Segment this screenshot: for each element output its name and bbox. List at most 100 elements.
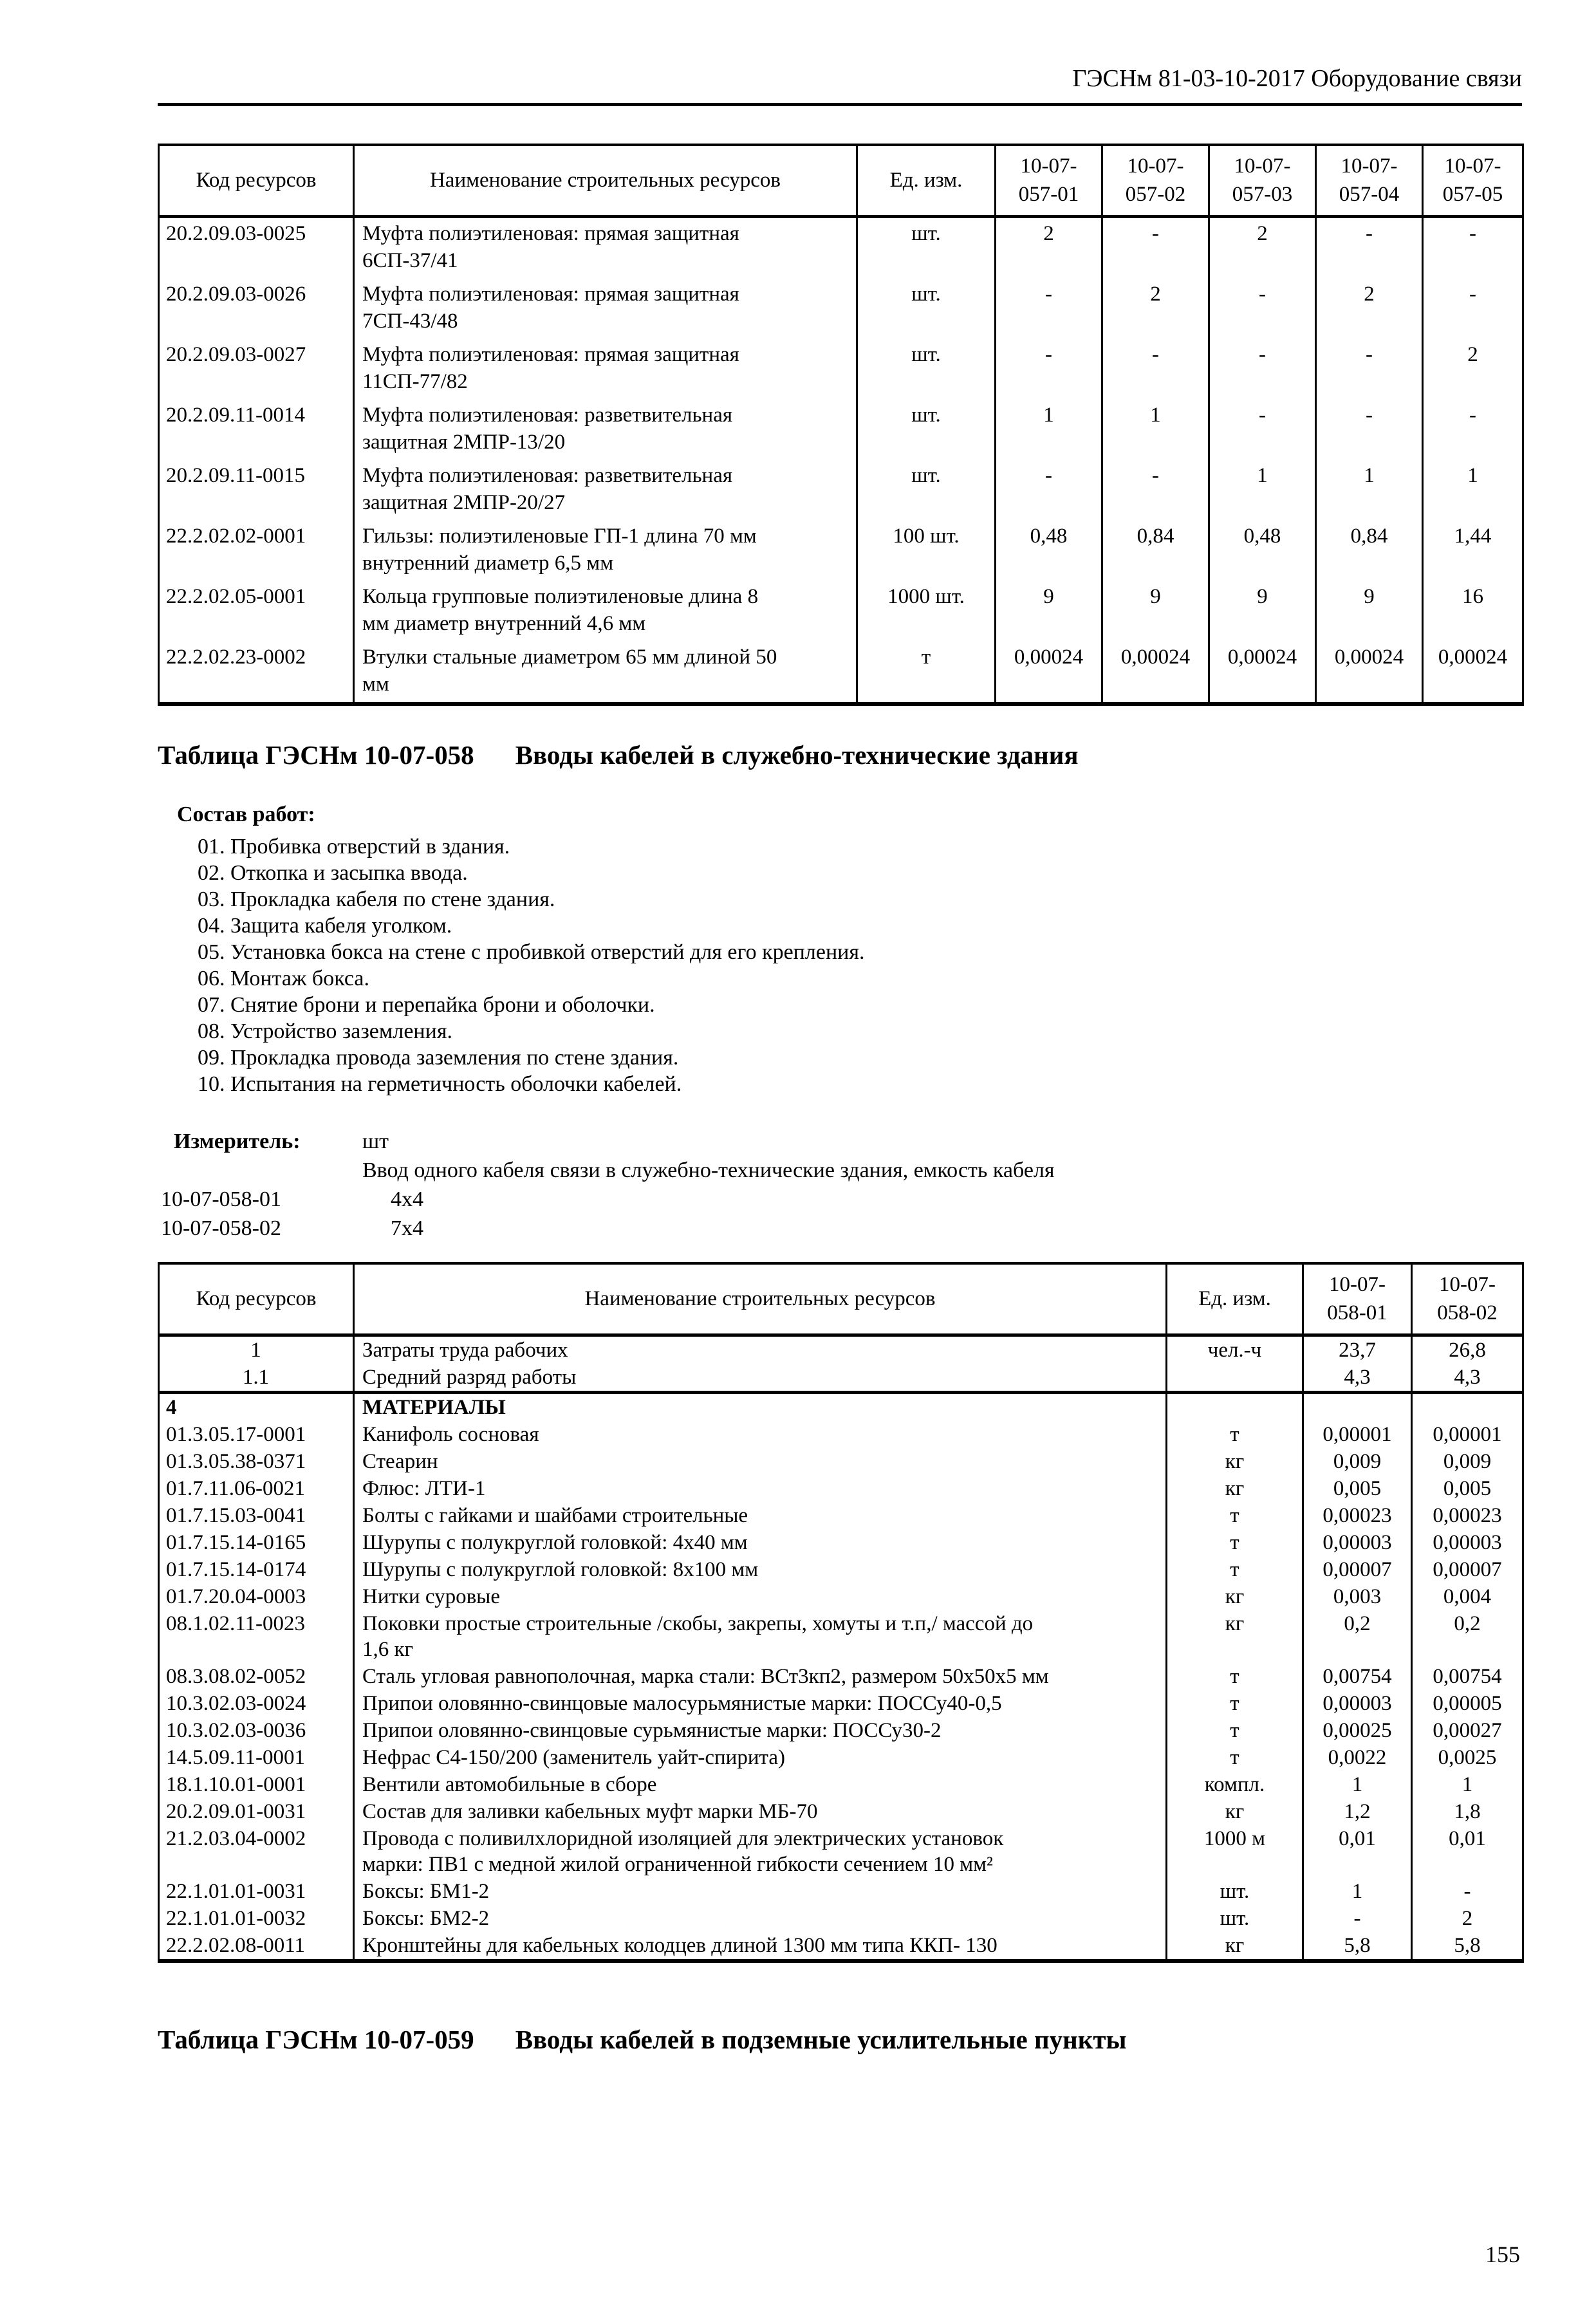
meter-desc: Ввод одного кабеля связи в служебно-техн…: [362, 1158, 1055, 1183]
resource-unit: шт.: [856, 279, 996, 340]
resource-unit: чел.-ч: [1165, 1335, 1304, 1364]
resource-unit: [1165, 1364, 1304, 1393]
resource-name: Муфта полиэтиленовая: прямая защитная 6С…: [353, 216, 858, 279]
table-058-title-label: Таблица ГЭСНм 10-07-058: [158, 740, 474, 770]
table-row: 22.2.02.05-0001 Кольца групповые полиэти…: [158, 581, 1524, 642]
work-item: 06. Монтаж бокса.: [198, 967, 370, 991]
table-row: 01.7.11.06-0021 Флюс: ЛТИ-1 кг 0,005 0,0…: [158, 1475, 1524, 1503]
table-row: 1 Затраты труда рабочих чел.-ч 23,7 26,8: [158, 1335, 1524, 1364]
resource-name: Нефрас С4-150/200 (заменитель уайт-спири…: [353, 1744, 1167, 1772]
resource-name: Шурупы с полукруглой головкой: 4х40 мм: [353, 1529, 1167, 1557]
resource-value-4: 1: [1315, 460, 1424, 521]
resource-code: 01.3.05.17-0001: [158, 1421, 355, 1449]
col-header-name: Наименование строительных ресурсов: [353, 1263, 1167, 1337]
resource-name: Флюс: ЛТИ-1: [353, 1475, 1167, 1503]
resource-value-3: -: [1208, 339, 1317, 400]
work-item: 07. Снятие брони и перепайка брони и обо…: [198, 993, 655, 1017]
resource-value-5: -: [1422, 400, 1524, 461]
resource-value-2: 0,00005: [1411, 1690, 1524, 1718]
resource-table-058-body: 1 Затраты труда рабочих чел.-ч 23,7 26,8…: [158, 1335, 1524, 1962]
running-header: ГЭСНм 81-03-10-2017 Оборудование связи: [158, 64, 1522, 106]
table-row: 21.2.03.04-0002 Провода с поливилхлоридн…: [158, 1825, 1524, 1879]
resource-value-5: 2: [1422, 339, 1524, 400]
resource-code: 4: [158, 1391, 355, 1422]
resource-value-1: 1: [994, 400, 1103, 461]
resource-name: Боксы: БМ1-2: [353, 1878, 1167, 1906]
resource-value-2: [1411, 1391, 1524, 1422]
resource-value-4: 0,00024: [1315, 642, 1424, 705]
table-row: 08.3.08.02-0052 Сталь угловая равнополоч…: [158, 1663, 1524, 1691]
work-item: 02. Откопка и засыпка ввода.: [198, 861, 468, 886]
resource-value-3: 2: [1208, 216, 1317, 279]
resource-value-5: -: [1422, 216, 1524, 279]
resource-code: 22.1.01.01-0031: [158, 1878, 355, 1906]
col-header-058-02: 10-07- 058-02: [1411, 1263, 1524, 1337]
resource-code: 20.2.09.03-0026: [158, 279, 355, 340]
resource-value-5: -: [1422, 279, 1524, 340]
resource-unit: т: [1165, 1502, 1304, 1530]
resource-code: 20.2.09.03-0025: [158, 216, 355, 279]
resource-value-2: 2: [1411, 1905, 1524, 1933]
resource-name: Шурупы с полукруглой головкой: 8х100 мм: [353, 1556, 1167, 1584]
resource-unit: шт.: [856, 400, 996, 461]
resource-unit: т: [1165, 1744, 1304, 1772]
resource-code: 01.7.11.06-0021: [158, 1475, 355, 1503]
resource-name: Затраты труда рабочих: [353, 1335, 1167, 1364]
table-row: 18.1.10.01-0001 Вентили автомобильные в …: [158, 1771, 1524, 1799]
table-row: 01.3.05.38-0371 Стеарин кг 0,009 0,009: [158, 1448, 1524, 1476]
col-header-057-01: 10-07- 057-01: [994, 145, 1103, 219]
table-row: 01.7.15.14-0165 Шурупы с полукруглой гол…: [158, 1529, 1524, 1557]
resource-value-1: 0,00025: [1302, 1717, 1413, 1745]
resource-name: МАТЕРИАЛЫ: [353, 1391, 1167, 1422]
meter-item-value: 7х4: [391, 1216, 423, 1241]
col-header-code: Код ресурсов: [158, 1263, 355, 1337]
resource-name: Вентили автомобильные в сборе: [353, 1771, 1167, 1799]
resource-unit: кг: [1165, 1798, 1304, 1826]
resource-value-1: -: [994, 339, 1103, 400]
table-row: 10.3.02.03-0036 Припои оловянно-свинцовы…: [158, 1717, 1524, 1745]
resource-value-1: 2: [994, 216, 1103, 279]
col-header-057-03: 10-07- 057-03: [1208, 145, 1317, 219]
resource-name: Боксы: БМ2-2: [353, 1905, 1167, 1933]
resource-value-1: 4,3: [1302, 1364, 1413, 1393]
resource-value-2: 0,005: [1411, 1475, 1524, 1503]
resource-value-4: -: [1315, 400, 1424, 461]
resource-value-5: 1,44: [1422, 521, 1524, 582]
resource-value-2: 0,00023: [1411, 1502, 1524, 1530]
resource-unit: компл.: [1165, 1771, 1304, 1799]
resource-value-2: 0,009: [1411, 1448, 1524, 1476]
resource-value-1: 0,00754: [1302, 1663, 1413, 1691]
resource-value-1: 0,005: [1302, 1475, 1413, 1503]
resource-value-2: 0,0025: [1411, 1744, 1524, 1772]
resource-value-1: 23,7: [1302, 1335, 1413, 1364]
resource-name: Кольца групповые полиэтиленовые длина 8 …: [353, 581, 858, 642]
resource-code: 01.7.15.03-0041: [158, 1502, 355, 1530]
meter-desc-indent: [158, 1156, 362, 1185]
resource-value-1: -: [1302, 1905, 1413, 1933]
resource-value-1: 0,48: [994, 521, 1103, 582]
resource-value-1: -: [994, 279, 1103, 340]
resource-value-2: 0,00003: [1411, 1529, 1524, 1557]
table-row: 22.2.02.02-0001 Гильзы: полиэтиленовые Г…: [158, 521, 1524, 582]
resource-value-1: 1,2: [1302, 1798, 1413, 1826]
resource-table-057-body: 20.2.09.03-0025 Муфта полиэтиленовая: пр…: [158, 216, 1524, 705]
resource-value-3: 9: [1208, 581, 1317, 642]
table-row: 20.2.09.03-0025 Муфта полиэтиленовая: пр…: [158, 216, 1524, 279]
resource-value-2: 0,00024: [1101, 642, 1210, 705]
resource-name: Муфта полиэтиленовая: разветвительная за…: [353, 460, 858, 521]
table-row: 22.2.02.23-0002 Втулки стальные диаметро…: [158, 642, 1524, 705]
resource-name: Муфта полиэтиленовая: разветвительная за…: [353, 400, 858, 461]
resource-table-057: Код ресурсов Наименование строительных р…: [158, 144, 1524, 707]
resource-value-2: 26,8: [1411, 1335, 1524, 1364]
page-number: 155: [1485, 2242, 1520, 2267]
resource-name: Втулки стальные диаметром 65 мм длиной 5…: [353, 642, 858, 705]
table-row: 20.2.09.03-0027 Муфта полиэтиленовая: пр…: [158, 339, 1524, 400]
meter-item-code: 10-07-058-01: [161, 1187, 281, 1212]
resource-unit: т: [1165, 1717, 1304, 1745]
resource-value-1: 0,00003: [1302, 1529, 1413, 1557]
resource-code: 22.2.02.23-0002: [158, 642, 355, 705]
table-row: 22.1.01.01-0032 Боксы: БМ2-2 шт. - 2: [158, 1905, 1524, 1933]
meter-item-value: 4х4: [391, 1187, 423, 1212]
resource-value-2: 5,8: [1411, 1932, 1524, 1962]
resource-unit: т: [1165, 1529, 1304, 1557]
